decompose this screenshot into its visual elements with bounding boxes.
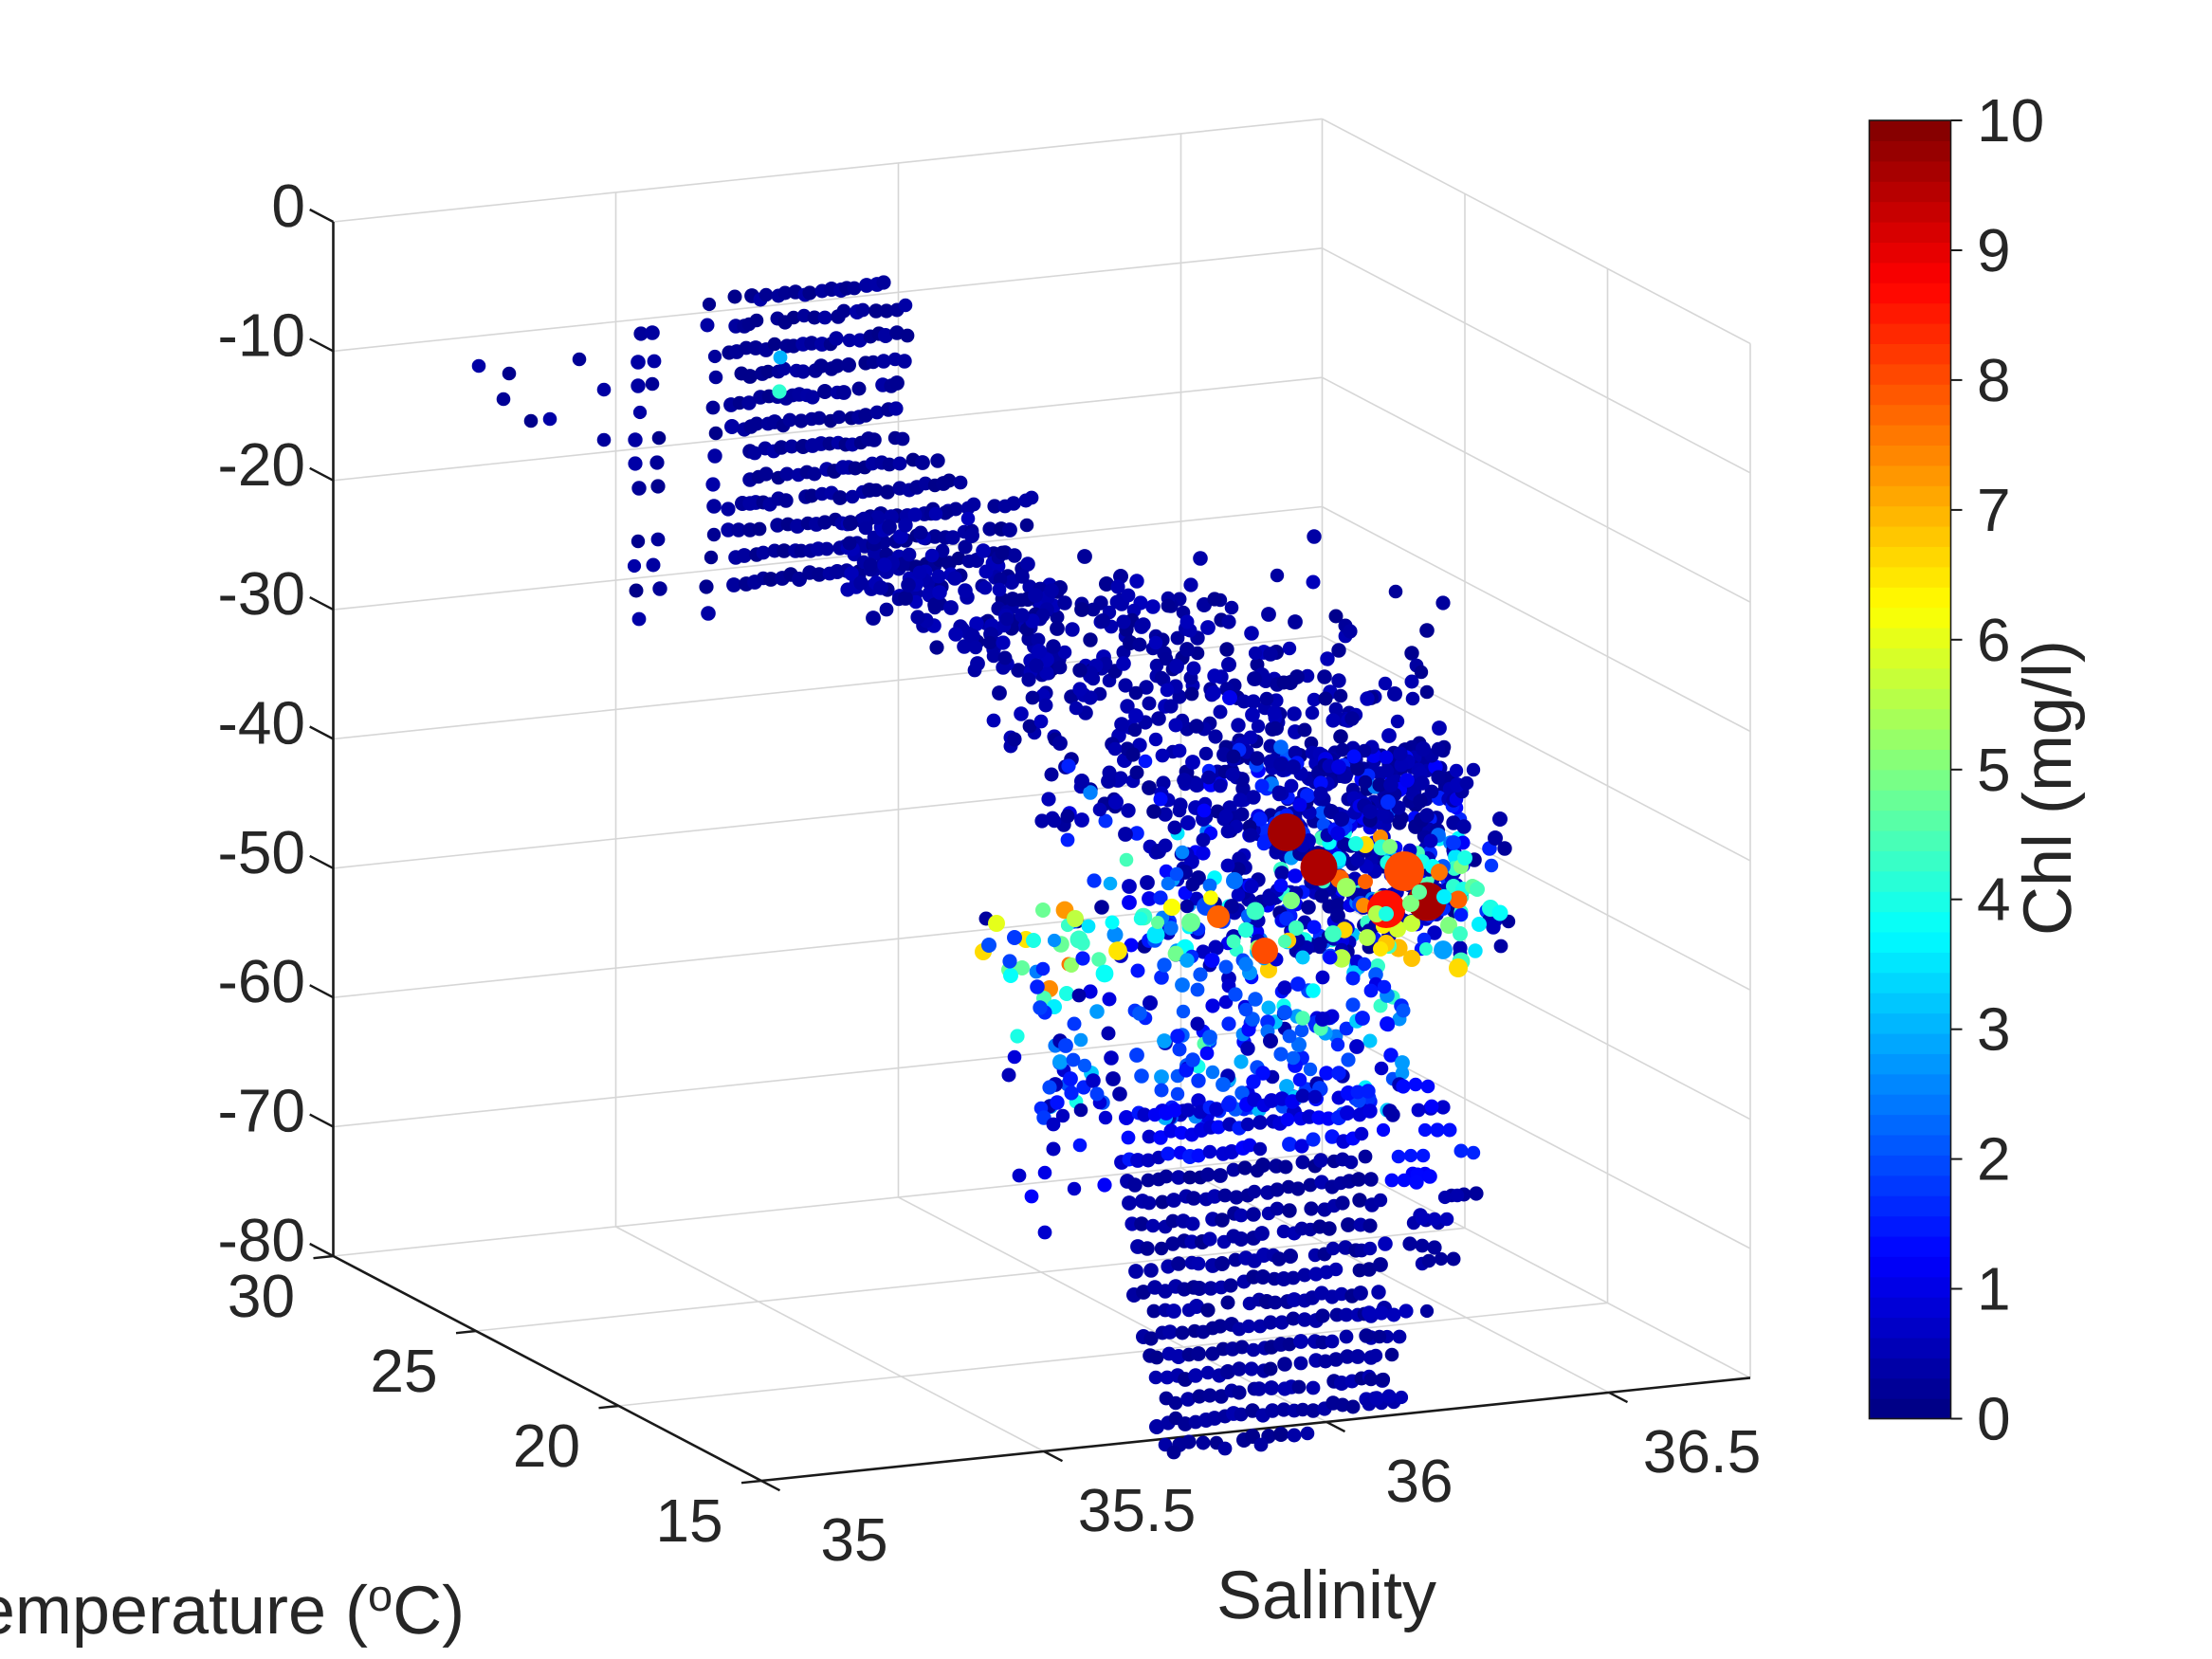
svg-text:30: 30 xyxy=(228,1262,295,1330)
svg-text:-30: -30 xyxy=(218,559,306,628)
svg-text:Temperature (oC): Temperature (oC) xyxy=(0,1570,465,1649)
svg-text:4: 4 xyxy=(1977,866,2011,934)
svg-text:2: 2 xyxy=(1977,1125,2011,1194)
svg-text:Salinity: Salinity xyxy=(1216,1558,1436,1633)
svg-text:10: 10 xyxy=(1977,86,2044,155)
svg-text:0: 0 xyxy=(271,172,305,240)
svg-text:35: 35 xyxy=(820,1505,887,1574)
svg-text:5: 5 xyxy=(1977,736,2011,804)
svg-text:36: 36 xyxy=(1385,1447,1453,1515)
svg-text:6: 6 xyxy=(1977,606,2011,674)
svg-text:9: 9 xyxy=(1977,216,2011,284)
svg-text:20: 20 xyxy=(513,1412,580,1480)
svg-text:-40: -40 xyxy=(218,689,306,757)
svg-text:-50: -50 xyxy=(218,818,306,886)
svg-text:-70: -70 xyxy=(218,1077,306,1145)
svg-text:-20: -20 xyxy=(218,430,306,499)
svg-text:Chl (mg/l): Chl (mg/l) xyxy=(2010,640,2086,936)
svg-text:35.5: 35.5 xyxy=(1078,1476,1197,1544)
svg-text:-10: -10 xyxy=(218,301,306,369)
svg-text:25: 25 xyxy=(370,1337,437,1405)
svg-text:36.5: 36.5 xyxy=(1643,1417,1762,1486)
svg-text:8: 8 xyxy=(1977,346,2011,414)
svg-text:7: 7 xyxy=(1977,476,2011,544)
svg-text:15: 15 xyxy=(655,1486,722,1555)
svg-text:0: 0 xyxy=(1977,1385,2011,1453)
svg-text:3: 3 xyxy=(1977,995,2011,1064)
svg-text:-80: -80 xyxy=(218,1206,306,1274)
svg-text:1: 1 xyxy=(1977,1255,2011,1323)
svg-text:-60: -60 xyxy=(218,947,306,1015)
